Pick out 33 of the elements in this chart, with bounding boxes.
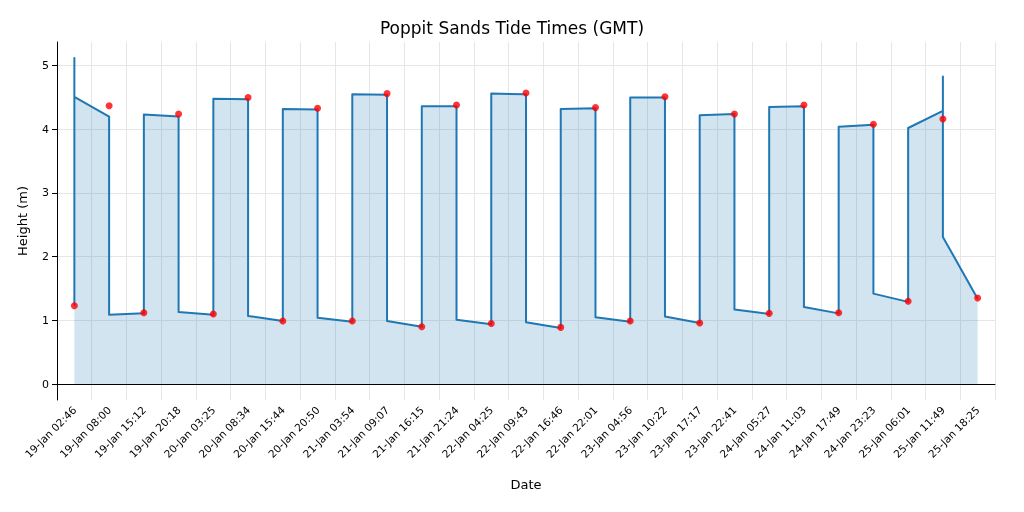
point [591, 104, 599, 112]
point [835, 309, 843, 317]
point [175, 110, 183, 118]
point [383, 90, 391, 98]
point [209, 310, 217, 318]
y-tick-label: 0 [42, 377, 49, 391]
point [557, 323, 565, 331]
chart-title: Poppit Sands Tide Times (GMT) [379, 17, 645, 38]
y-tick-label: 5 [42, 59, 49, 73]
point [244, 93, 252, 101]
point [904, 297, 912, 305]
point [661, 93, 669, 101]
point [974, 294, 982, 302]
y-tick-label: 3 [42, 186, 49, 200]
point [626, 317, 634, 325]
point [765, 309, 773, 317]
point [105, 102, 113, 110]
point [418, 323, 426, 331]
point [140, 309, 148, 317]
point [730, 110, 738, 118]
point [487, 320, 495, 328]
point [70, 302, 78, 310]
point [453, 101, 461, 109]
point [939, 115, 947, 123]
y-tick-label: 4 [42, 122, 49, 136]
point [869, 120, 877, 128]
y-tick-label: 2 [42, 250, 49, 264]
x-axis-title: Date [510, 477, 542, 492]
point [696, 319, 704, 327]
point [348, 317, 356, 325]
y-tick-label: 1 [42, 313, 49, 327]
point [314, 104, 322, 112]
y-axis-title: Height (m) [15, 186, 30, 256]
